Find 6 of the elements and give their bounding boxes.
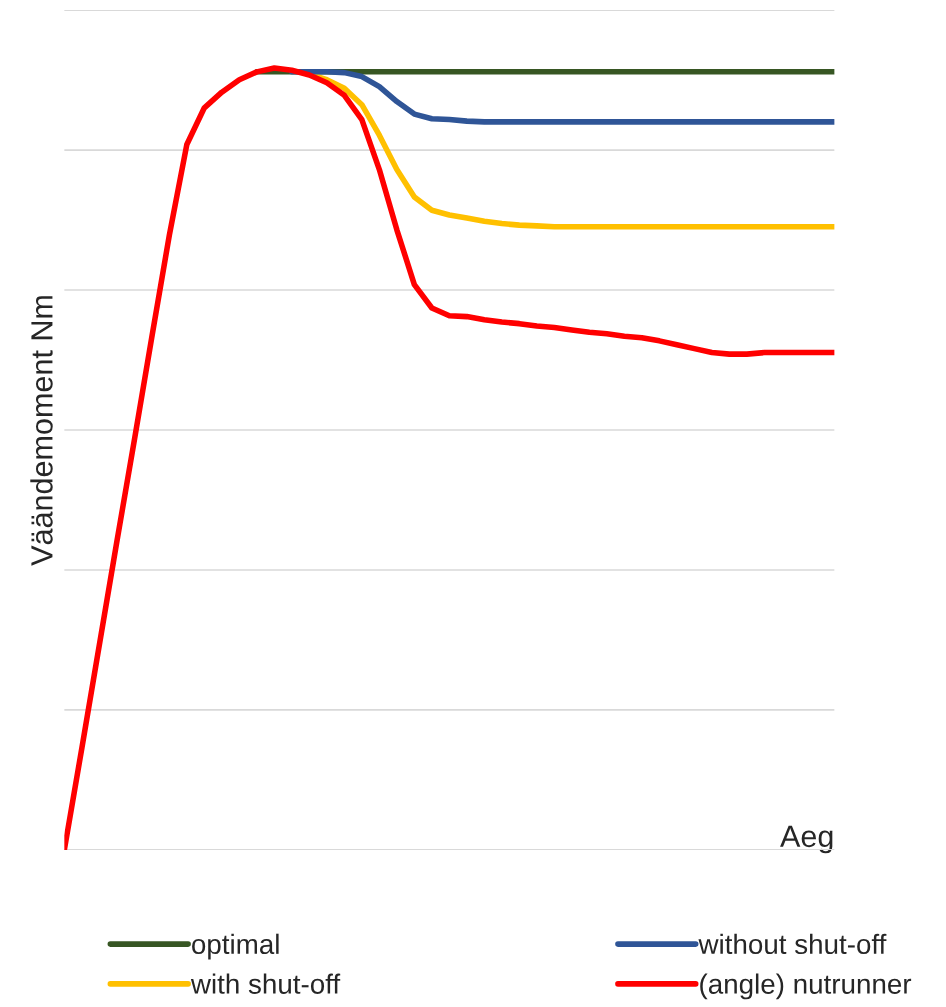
legend-label: optimal	[192, 933, 279, 960]
legend-label: with shut-off	[190, 973, 341, 994]
legend-label: without shut-off	[698, 933, 887, 955]
y-axis-title: Väändemoment Nm	[30, 296, 53, 566]
x-axis-title: Aeg	[780, 825, 833, 854]
legend-label: (angle) nutrunner	[700, 973, 912, 1000]
